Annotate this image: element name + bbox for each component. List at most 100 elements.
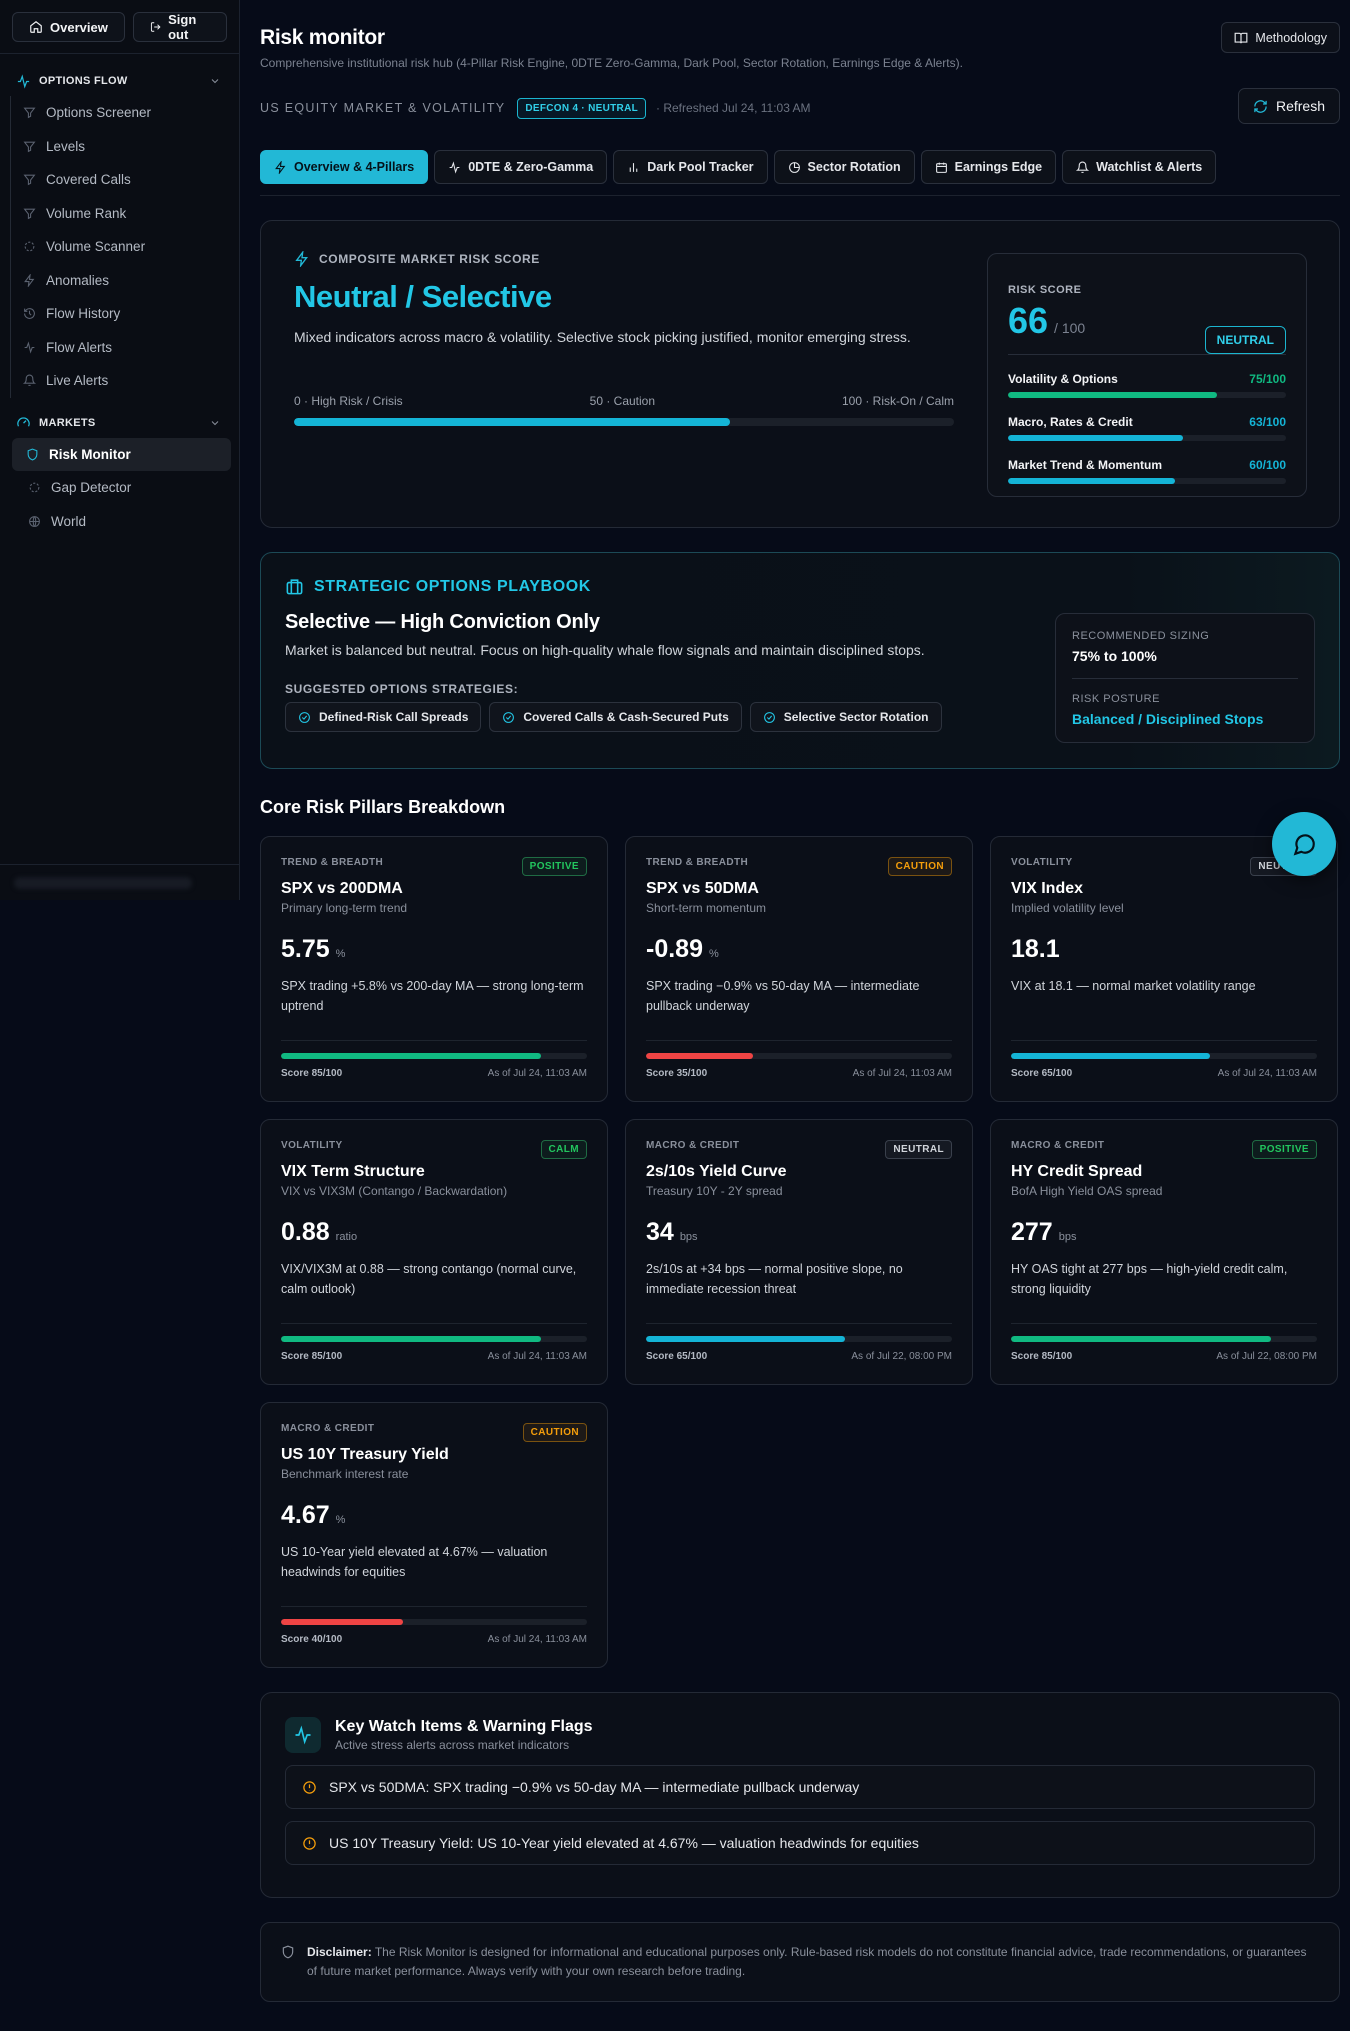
tab-overview[interactable]: Overview & 4-Pillars	[260, 150, 429, 184]
sidebar-item-gap-detector[interactable]: Gap Detector	[14, 471, 239, 505]
filter-icon	[23, 141, 36, 153]
tab-watchlist-alerts[interactable]: Watchlist & Alerts	[1062, 150, 1217, 184]
strategies-label: SUGGESTED OPTIONS STRATEGIES:	[285, 682, 519, 696]
refreshed-time: · Refreshed Jul 24, 11:03 AM	[656, 101, 811, 115]
tab-0dte[interactable]: 0DTE & Zero-Gamma	[434, 150, 608, 184]
overview-button[interactable]: Overview	[12, 12, 125, 42]
scale-low-label: 0 · High Risk / Crisis	[294, 394, 403, 408]
pillar-description: HY OAS tight at 277 bps — high-yield cre…	[1011, 1262, 1288, 1296]
pillar-category: TREND & BREADTH	[281, 857, 384, 868]
warning-text: SPX vs 50DMA: SPX trading −0.9% vs 50-da…	[329, 1779, 860, 1795]
divider	[1011, 1040, 1317, 1041]
scale-fill	[294, 418, 730, 426]
subscore-list: Volatility & Options 75/100 Macro, Rates…	[1008, 372, 1286, 484]
subscore-fill	[1008, 392, 1217, 398]
pillar-score-text: Score 40/100	[281, 1634, 343, 1645]
subscore-label: Macro, Rates & Credit	[1008, 415, 1133, 429]
strategy-chip: Selective Sector Rotation	[749, 702, 942, 732]
pillar-score-track	[1011, 1053, 1317, 1059]
refresh-button[interactable]: Refresh	[1237, 88, 1340, 124]
activity-icon	[449, 160, 460, 174]
pillar-score-text: Score 35/100	[646, 1068, 708, 1079]
sidebar-item-live-alerts[interactable]: Live Alerts	[11, 364, 239, 398]
subscore-fill	[1008, 435, 1184, 441]
check-circle-icon	[299, 711, 310, 723]
options-flow-title: OPTIONS FLOW	[39, 75, 128, 87]
sidebar-item-risk-monitor[interactable]: Risk Monitor	[12, 437, 231, 471]
options-flow-list: Options Screener Levels Covered Calls Vo…	[10, 96, 239, 398]
home-icon	[30, 21, 42, 33]
subscore-track	[1008, 392, 1286, 398]
composite-label: COMPOSITE MARKET RISK SCORE	[294, 251, 1306, 267]
subscore-header: Market Trend & Momentum 60/100	[1008, 458, 1286, 472]
subscore-value: 75/100	[1249, 372, 1286, 386]
strategy-chip: Defined-Risk Call Spreads	[285, 702, 482, 732]
sidebar-item-flow-alerts[interactable]: Flow Alerts	[11, 331, 239, 365]
divider	[1072, 678, 1298, 679]
composite-title: Neutral / Selective	[294, 279, 552, 314]
watch-subtitle: Active stress alerts across market indic…	[335, 1738, 570, 1752]
bar-chart-icon	[629, 162, 638, 172]
sidebar-item-volume-rank[interactable]: Volume Rank	[11, 197, 239, 231]
zap-icon	[24, 273, 35, 287]
sidebar-item-world[interactable]: World	[14, 505, 239, 539]
pillar-asof: As of Jul 24, 11:03 AM	[1217, 1068, 1317, 1079]
strategy-label: Selective Sector Rotation	[783, 710, 929, 724]
pillar-score-text: Score 65/100	[646, 1351, 708, 1362]
pillar-value-unit: %	[335, 1514, 346, 1526]
pillar-grid: TREND & BREADTH POSITIVE SPX vs 200DMA P…	[260, 836, 1340, 1668]
check-circle-icon	[763, 711, 775, 723]
risk-score-number: 66	[1008, 300, 1049, 341]
tab-sector-rotation[interactable]: Sector Rotation	[773, 150, 915, 184]
pillar-footer: Score 40/100 As of Jul 24, 11:03 AM	[281, 1634, 587, 1645]
pillar-value-number: 4.67	[281, 1501, 330, 1529]
pillar-value-unit: bps	[1058, 1231, 1077, 1243]
subscore-value: 63/100	[1249, 415, 1286, 429]
pillar-description: SPX trading −0.9% vs 50-day MA — interme…	[646, 979, 920, 1013]
sign-out-button[interactable]: Sign out	[132, 12, 227, 42]
pillar-asof: As of Jul 24, 11:03 AM	[852, 1068, 952, 1079]
pillar-score-fill	[281, 1053, 542, 1059]
sizing-label: RECOMMENDED SIZING	[1072, 630, 1210, 642]
pillar-score-fill	[281, 1619, 404, 1625]
markets-section-header[interactable]: MARKETS	[0, 408, 239, 438]
sidebar-item-volume-scanner[interactable]: Volume Scanner	[11, 230, 239, 264]
composite-risk-panel: COMPOSITE MARKET RISK SCORE Neutral / Se…	[260, 220, 1340, 528]
pillar-value-number: 277	[1011, 1218, 1053, 1246]
disclaimer-body: The Risk Monitor is designed for informa…	[307, 1945, 1307, 1978]
refresh-icon	[1254, 99, 1267, 113]
pillar-subtitle: Primary long-term trend	[281, 901, 408, 915]
watch-title: Key Watch Items & Warning Flags	[335, 1718, 593, 1735]
filter-icon	[23, 208, 36, 220]
check-circle-icon	[503, 711, 515, 723]
methodology-label: Methodology	[1255, 30, 1327, 45]
warning-item: US 10Y Treasury Yield: US 10-Year yield …	[285, 1821, 1315, 1865]
pillar-subtitle: Short-term momentum	[646, 901, 767, 915]
pillar-asof: As of Jul 22, 08:00 PM	[851, 1351, 952, 1362]
playbook-title: Selective — High Conviction Only	[285, 611, 600, 633]
pillar-value-unit: %	[708, 948, 719, 960]
pillar-card: VOLATILITY NEUTRAL VIX Index Implied vol…	[990, 836, 1338, 1102]
sidebar-item-label: Options Screener	[46, 105, 152, 121]
sidebar-item-options-screener[interactable]: Options Screener	[11, 96, 239, 130]
strategy-chip: Covered Calls & Cash-Secured Puts	[489, 702, 742, 732]
pillar-category: MACRO & CREDIT	[1011, 1140, 1105, 1151]
options-flow-section-header[interactable]: OPTIONS FLOW	[0, 66, 239, 96]
sidebar-item-anomalies[interactable]: Anomalies	[11, 264, 239, 298]
zap-icon	[295, 251, 308, 267]
tab-earnings-edge[interactable]: Earnings Edge	[920, 150, 1057, 184]
tab-dark-pool[interactable]: Dark Pool Tracker	[613, 150, 768, 184]
chat-button[interactable]	[1272, 812, 1336, 876]
sidebar-item-flow-history[interactable]: Flow History	[11, 297, 239, 331]
alert-circle-icon	[303, 1780, 316, 1794]
methodology-button[interactable]: Methodology	[1221, 22, 1340, 53]
pillar-asof: As of Jul 24, 11:03 AM	[487, 1351, 587, 1362]
sidebar-item-levels[interactable]: Levels	[11, 130, 239, 164]
sidebar-item-covered-calls[interactable]: Covered Calls	[11, 163, 239, 197]
subscore-row: Macro, Rates & Credit 63/100	[1008, 415, 1286, 441]
pillar-card: MACRO & CREDIT NEUTRAL 2s/10s Yield Curv…	[625, 1119, 973, 1385]
pillar-subtitle: Implied volatility level	[1011, 901, 1124, 915]
page-header: Risk monitor Comprehensive institutional…	[260, 0, 1340, 80]
pillar-value-number: 34	[646, 1218, 674, 1246]
pillar-value: 34 bps	[646, 1218, 952, 1247]
